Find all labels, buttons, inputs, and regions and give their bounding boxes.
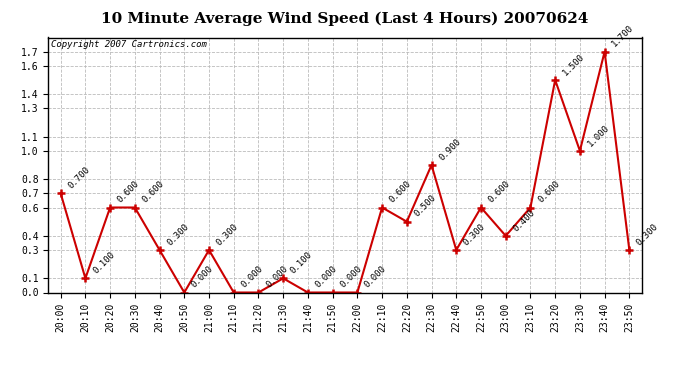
- Text: 0.000: 0.000: [264, 264, 289, 290]
- Text: 0.500: 0.500: [413, 194, 437, 219]
- Text: 0.000: 0.000: [363, 264, 388, 290]
- Text: 0.900: 0.900: [437, 137, 462, 162]
- Text: 1.500: 1.500: [561, 52, 586, 77]
- Text: 0.100: 0.100: [91, 250, 117, 276]
- Text: 10 Minute Average Wind Speed (Last 4 Hours) 20070624: 10 Minute Average Wind Speed (Last 4 Hou…: [101, 11, 589, 26]
- Text: 1.000: 1.000: [585, 123, 611, 148]
- Text: 0.300: 0.300: [462, 222, 487, 247]
- Text: 0.000: 0.000: [239, 264, 265, 290]
- Text: Copyright 2007 Cartronics.com: Copyright 2007 Cartronics.com: [51, 40, 207, 49]
- Text: 0.600: 0.600: [536, 179, 562, 205]
- Text: 0.600: 0.600: [140, 179, 166, 205]
- Text: 0.300: 0.300: [165, 222, 190, 247]
- Text: 0.000: 0.000: [338, 264, 364, 290]
- Text: 0.300: 0.300: [635, 222, 660, 247]
- Text: 0.000: 0.000: [313, 264, 339, 290]
- Text: 0.000: 0.000: [190, 264, 215, 290]
- Text: 0.600: 0.600: [486, 179, 512, 205]
- Text: 0.300: 0.300: [215, 222, 240, 247]
- Text: 0.600: 0.600: [116, 179, 141, 205]
- Text: 0.700: 0.700: [66, 165, 92, 190]
- Text: 0.100: 0.100: [288, 250, 314, 276]
- Text: 1.700: 1.700: [610, 24, 635, 49]
- Text: 0.400: 0.400: [511, 208, 537, 233]
- Text: 0.600: 0.600: [388, 179, 413, 205]
